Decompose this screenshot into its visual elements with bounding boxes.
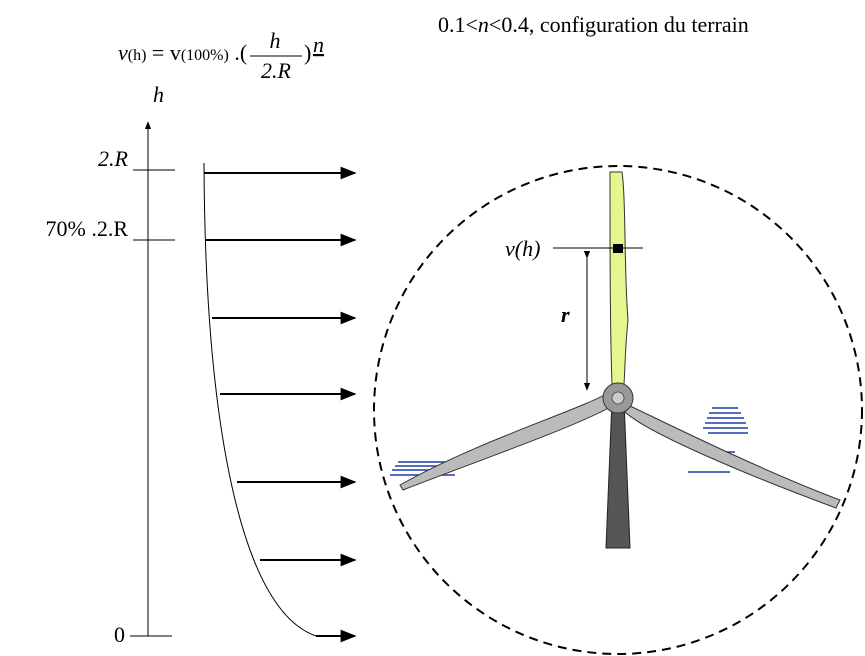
tick-label: 70% .2.R bbox=[46, 216, 129, 241]
hub-center bbox=[611, 391, 625, 405]
wind-profile bbox=[203, 162, 317, 637]
blade bbox=[624, 404, 841, 509]
tick-label: 2.R bbox=[98, 146, 129, 171]
rotor-circle bbox=[373, 165, 863, 655]
radius-label: r bbox=[561, 302, 570, 327]
speed-label: v(h) bbox=[505, 236, 540, 261]
formula-exp: n bbox=[313, 32, 324, 57]
formula-den: 2.R bbox=[261, 58, 292, 83]
wind-arrows bbox=[204, 166, 357, 643]
formula-close: ) bbox=[304, 40, 311, 65]
formula: v(h) = v(100%) .( bbox=[118, 40, 247, 65]
tower bbox=[605, 399, 631, 549]
note: 0.1<n<0.4, configuration du terrain bbox=[438, 12, 749, 37]
blade bbox=[399, 391, 613, 491]
tick-label: 0 bbox=[114, 622, 125, 647]
formula-num: h bbox=[270, 28, 281, 53]
axis-label: h bbox=[153, 82, 164, 107]
blade bbox=[609, 171, 629, 385]
